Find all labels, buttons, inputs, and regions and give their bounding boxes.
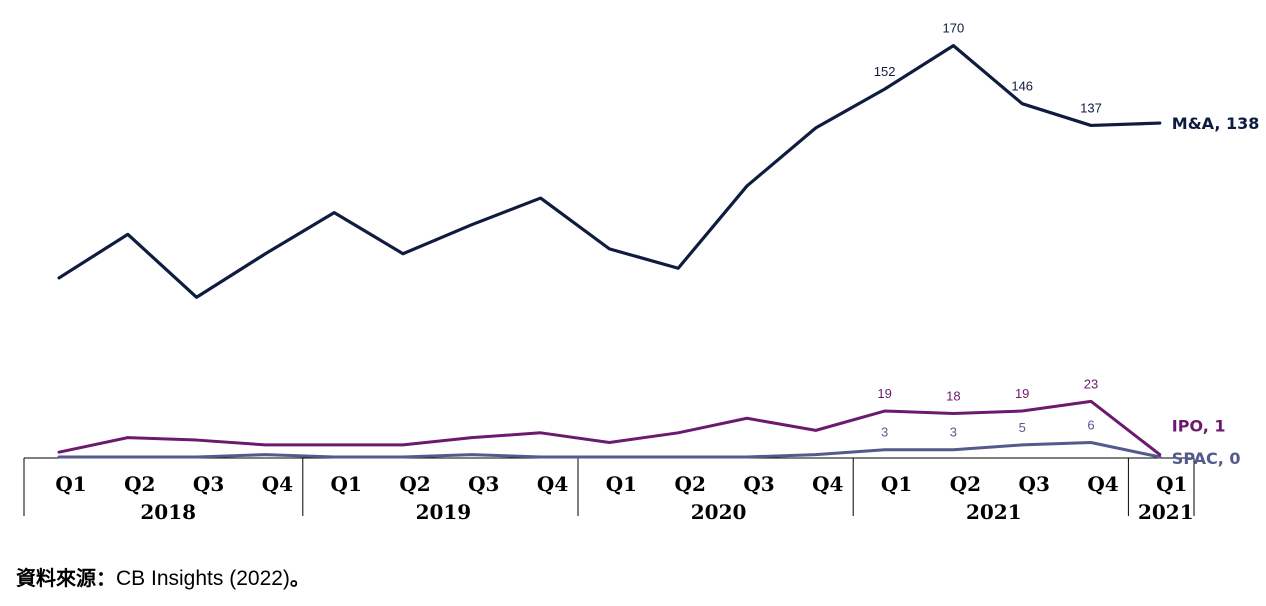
x-tick-label: Q1 [331,472,362,496]
series-line-ipo [57,399,1162,457]
x-tick-label: Q4 [1087,472,1118,496]
x-tick-label: Q1 [55,472,86,496]
source-suffix: 。 [289,566,310,590]
data-label: 23 [1084,376,1098,391]
data-label: 19 [1015,386,1029,401]
x-tick-label: Q2 [124,472,155,496]
x-tick-label: Q2 [675,472,706,496]
year-label: 2020 [691,500,747,524]
x-tick-label: Q3 [468,472,499,496]
x-tick-label: Q4 [262,472,293,496]
data-label: 152 [874,64,896,79]
line-chart: 2018 2019 2020 2021 2021 Q1 Q2 Q3 Q4 Q1 Q2 Q3 Q4 Q1 Q2… [23,21,1260,524]
data-label: 18 [946,388,960,403]
series-line-ma [57,43,1162,299]
data-label: 3 [881,425,888,440]
x-tick-label: Q4 [812,472,843,496]
series-end-label: M&A, 138 [1172,114,1260,133]
data-label: 6 [1087,417,1094,432]
year-label: 2019 [416,500,472,524]
x-tick-label: Q1 [1156,472,1187,496]
x-tick-label: Q3 [743,472,774,496]
x-tick-label: Q1 [606,472,637,496]
data-label: 19 [877,386,891,401]
series-end-label: IPO, 1 [1172,417,1226,436]
data-label: 146 [1011,79,1033,94]
source-prefix: 資料來源： [16,566,116,590]
x-tick-label: Q2 [399,472,430,496]
year-label: 2021 [1138,500,1194,524]
x-tick-label: Q3 [1019,472,1050,496]
data-label: 5 [1019,420,1026,435]
x-tick-label: Q1 [881,472,912,496]
data-label: 170 [943,21,965,36]
data-label: 137 [1080,100,1102,115]
series-line-spac [57,440,1162,459]
x-tick-label: Q3 [193,472,224,496]
series-end-label: SPAC, 0 [1172,449,1241,468]
x-tick-label: Q4 [537,472,568,496]
source-name: CB Insights (2022) [116,567,290,590]
year-label: 2018 [140,500,196,524]
source-note: 資料來源：CB Insights (2022)。 [16,562,310,591]
x-tick-label: Q2 [950,472,981,496]
data-label: 3 [950,425,957,440]
year-label: 2021 [966,500,1022,524]
